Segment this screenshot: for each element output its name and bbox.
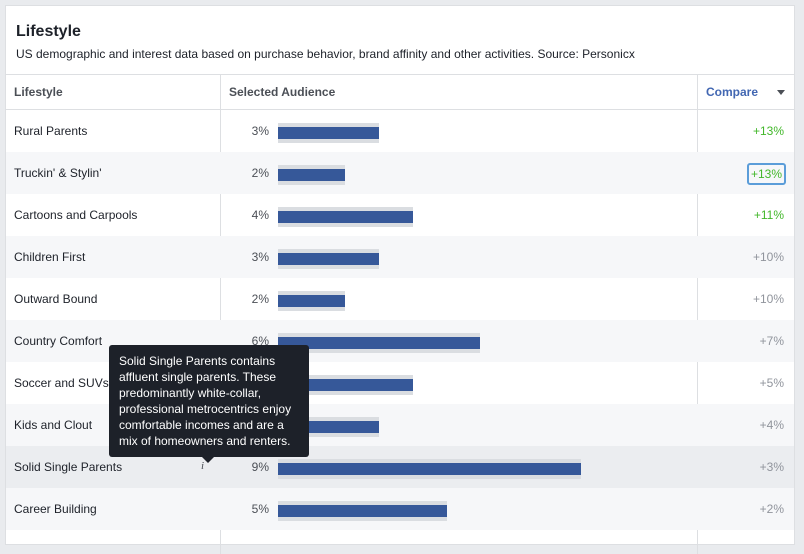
column-header-lifestyle: Lifestyle [14,85,63,99]
audience-bar-track [278,501,447,521]
row-name: Soccer and SUVs [14,376,109,390]
table-row[interactable]: Children First 3% +10% [6,236,794,278]
info-icon[interactable]: i [201,460,205,472]
column-divider [697,74,698,554]
audience-bar [278,127,379,139]
row-percentage: 5% [251,502,269,516]
row-percentage: 2% [251,166,269,180]
row-percentage: 3% [251,250,269,264]
table-row[interactable]: Cartoons and Carpools 4% +11% [6,194,794,236]
audience-bar [278,463,581,475]
column-header-audience: Selected Audience [229,85,336,99]
audience-bar-track [278,249,379,269]
chevron-down-icon[interactable] [777,90,785,95]
panel-subtitle: US demographic and interest data based o… [16,47,635,61]
row-name: Children First [14,250,86,264]
row-percentage: 2% [251,292,269,306]
lifestyle-table: Lifestyle Selected Audience Compare Rura… [6,74,794,530]
audience-bar-track [278,207,413,227]
compare-value: +13% [752,124,784,138]
compare-value: +10% [752,250,784,264]
table-row[interactable]: Country Comfort 6% +7% [6,320,794,362]
tooltip-text: Solid Single Parents contains affluent s… [119,354,292,448]
audience-bar-track [278,123,379,143]
row-name: Truckin' & Stylin' [14,166,102,180]
row-name: Outward Bound [14,292,98,306]
audience-bar-track [278,291,345,311]
audience-bar [278,337,480,349]
compare-value[interactable]: +13% [746,163,786,185]
table-header: Lifestyle Selected Audience Compare [6,74,794,110]
column-divider [220,74,221,554]
table-row[interactable]: Outward Bound 2% +10% [6,278,794,320]
audience-bar [278,505,447,517]
row-percentage: 4% [251,208,269,222]
table-row[interactable]: Solid Single Parents i 9% +3% [6,446,794,488]
row-name: Cartoons and Carpools [14,208,138,222]
audience-bar-track [278,165,345,185]
row-percentage: 9% [251,460,269,474]
compare-value: +7% [759,334,784,348]
info-tooltip: Solid Single Parents contains affluent s… [109,345,309,463]
row-name: Country Comfort [14,334,103,348]
panel-header: Lifestyle US demographic and interest da… [6,6,794,72]
audience-bar-track [278,375,413,395]
table-row[interactable]: Truckin' & Stylin' 2% +13% [6,152,794,194]
row-name: Career Building [14,502,97,516]
compare-value: +11% [753,208,784,222]
compare-dropdown[interactable]: Compare [706,85,759,99]
row-name: Kids and Clout [14,418,93,432]
compare-value: +10% [752,292,784,306]
row-percentage: 6% [251,334,269,348]
compare-value: +2% [759,502,784,516]
audience-bar [278,295,345,307]
panel-title: Lifestyle [16,23,81,40]
audience-bar-track [278,459,581,479]
audience-bar-track [278,333,480,353]
compare-value: +3% [759,460,784,474]
row-percentage: 3% [251,124,269,138]
row-name: Solid Single Parents [14,460,123,474]
row-name: Rural Parents [14,124,88,138]
table-row[interactable]: Rural Parents 3% +13% [6,110,794,152]
table-body: Rural Parents 3% +13% Truckin' & Stylin' 2% +… [6,110,794,530]
table-row[interactable]: Career Building 5% +2% [6,488,794,530]
compare-value: +4% [759,418,784,432]
tooltip-arrow [202,457,214,463]
audience-bar [278,169,345,181]
audience-bar [278,211,413,223]
compare-value: +5% [759,376,784,390]
lifestyle-panel: Lifestyle US demographic and interest da… [5,5,795,554]
audience-bar [278,379,413,391]
audience-bar [278,253,379,265]
